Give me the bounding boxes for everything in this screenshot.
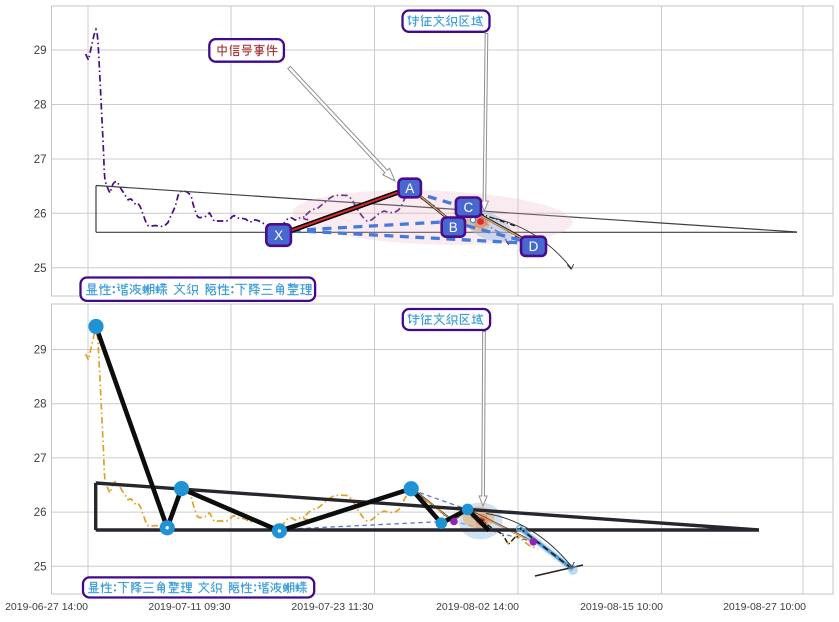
svg-text:X: X <box>274 228 283 243</box>
svg-text:2019-06-27 14:00: 2019-06-27 14:00 <box>5 601 88 613</box>
svg-text:25: 25 <box>34 561 47 573</box>
svg-text:2019-08-02 14:00: 2019-08-02 14:00 <box>436 601 519 613</box>
svg-text:26: 26 <box>34 507 47 519</box>
svg-text:C: C <box>464 200 474 215</box>
svg-text:2019-07-23 11:30: 2019-07-23 11:30 <box>291 601 373 613</box>
svg-text:B: B <box>449 220 458 235</box>
svg-text:2019-07-11 09:30: 2019-07-11 09:30 <box>148 601 230 613</box>
svg-text:26: 26 <box>34 208 47 220</box>
svg-text:27: 27 <box>34 154 47 166</box>
svg-text:25: 25 <box>34 263 47 275</box>
svg-text:2019-08-27 10:00: 2019-08-27 10:00 <box>723 601 806 613</box>
svg-text:A: A <box>405 181 414 196</box>
svg-text:27: 27 <box>34 453 47 465</box>
svg-text:29: 29 <box>34 45 47 57</box>
svg-text:28: 28 <box>34 100 47 112</box>
svg-text:28: 28 <box>34 399 47 411</box>
svg-text:D: D <box>529 239 539 254</box>
svg-text:2019-08-15 10:00: 2019-08-15 10:00 <box>580 601 663 613</box>
svg-text:29: 29 <box>34 345 47 357</box>
